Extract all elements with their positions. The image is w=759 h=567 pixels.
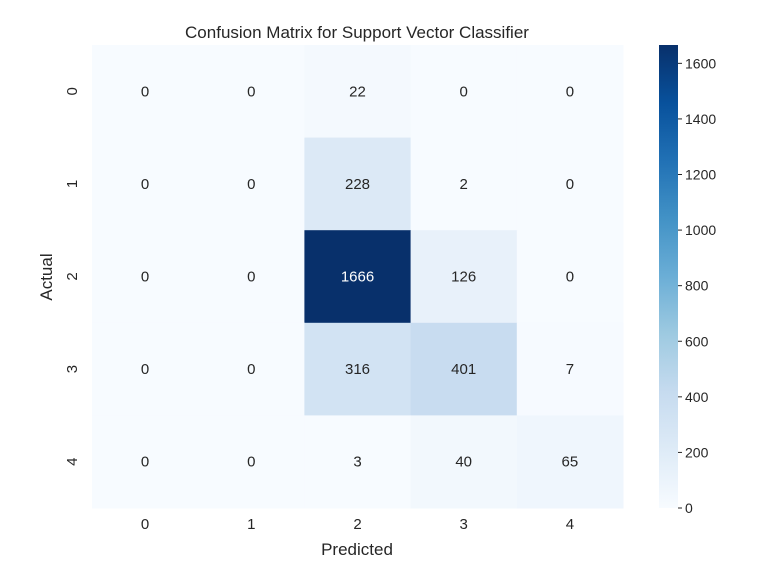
x-tick-label: 4 bbox=[566, 516, 574, 533]
y-tick-label: 2 bbox=[64, 272, 81, 280]
heatmap-cell-2-4 bbox=[516, 230, 624, 324]
colorbar bbox=[659, 45, 678, 508]
cell-value-4-0: 0 bbox=[141, 454, 149, 471]
cell-value-3-3: 401 bbox=[451, 361, 476, 378]
colorbar-tick-label: 1400 bbox=[685, 111, 716, 127]
heatmap-cell-0-4 bbox=[516, 45, 624, 139]
colorbar-ticks: 0 200 400 600 800 1000 1200 1400 1600 bbox=[678, 55, 716, 516]
y-tick-labels: 0 1 2 3 4 bbox=[64, 87, 81, 466]
heatmap-cell-2-3 bbox=[410, 230, 518, 324]
cell-value-0-4: 0 bbox=[566, 83, 574, 100]
heatmap-cell-4-1 bbox=[198, 415, 305, 509]
y-tick-label: 3 bbox=[64, 365, 81, 373]
cell-value-2-2: 1666 bbox=[341, 269, 374, 286]
heatmap-cell-4-4 bbox=[516, 415, 624, 509]
cell-value-1-2: 228 bbox=[345, 176, 370, 193]
y-axis-label: Actual bbox=[37, 253, 56, 300]
heatmap-cell-0-2 bbox=[304, 45, 412, 139]
heatmap-cell-3-2 bbox=[304, 322, 412, 416]
colorbar-tick-label: 0 bbox=[685, 500, 693, 516]
heatmap-cell-4-0 bbox=[92, 415, 199, 509]
colorbar-tick-label: 200 bbox=[685, 444, 709, 460]
heatmap-cell-2-0 bbox=[92, 230, 199, 324]
chart-title: Confusion Matrix for Support Vector Clas… bbox=[185, 23, 529, 42]
heatmap-cell-1-2 bbox=[304, 137, 412, 231]
heatmap-cell-1-1 bbox=[198, 137, 305, 231]
cell-value-3-1: 0 bbox=[247, 361, 255, 378]
cell-value-4-2: 3 bbox=[353, 454, 361, 471]
heatmap-cell-3-0 bbox=[92, 322, 199, 416]
colorbar-tick-label: 800 bbox=[685, 278, 709, 294]
cell-value-0-0: 0 bbox=[141, 83, 149, 100]
cell-value-2-3: 126 bbox=[451, 269, 476, 286]
heatmap-cell-3-4 bbox=[516, 322, 624, 416]
cell-value-4-3: 40 bbox=[455, 454, 472, 471]
cell-value-3-2: 316 bbox=[345, 361, 370, 378]
cell-value-1-0: 0 bbox=[141, 176, 149, 193]
colorbar-tick-label: 1000 bbox=[685, 222, 716, 238]
cell-value-3-4: 7 bbox=[566, 361, 574, 378]
cell-value-2-1: 0 bbox=[247, 269, 255, 286]
cell-value-1-3: 2 bbox=[460, 176, 468, 193]
y-tick-label: 0 bbox=[64, 87, 81, 95]
x-tick-label: 0 bbox=[141, 516, 149, 533]
x-tick-label: 1 bbox=[247, 516, 255, 533]
heatmap-cell-0-1 bbox=[198, 45, 305, 139]
heatmap-cell-1-0 bbox=[92, 137, 199, 231]
cell-value-4-4: 65 bbox=[562, 454, 579, 471]
heatmap-cell-2-2 bbox=[304, 230, 412, 324]
heatmap-cell-3-1 bbox=[198, 322, 305, 416]
cell-value-2-4: 0 bbox=[566, 269, 574, 286]
y-tick-label: 4 bbox=[64, 458, 81, 466]
cell-value-0-2: 22 bbox=[349, 83, 366, 100]
heatmap-cell-0-3 bbox=[410, 45, 518, 139]
x-tick-label: 3 bbox=[460, 516, 468, 533]
heatmap-cell-1-4 bbox=[516, 137, 624, 231]
cell-value-3-0: 0 bbox=[141, 361, 149, 378]
y-tick-label: 1 bbox=[64, 180, 81, 188]
x-tick-labels: 0 1 2 3 4 bbox=[141, 516, 574, 533]
colorbar-tick-label: 600 bbox=[685, 333, 709, 349]
heatmap-cell-4-2 bbox=[304, 415, 412, 509]
colorbar-tick-label: 1600 bbox=[685, 55, 716, 71]
heatmap-cell-4-3 bbox=[410, 415, 518, 509]
cell-value-0-3: 0 bbox=[460, 83, 468, 100]
heatmap-cell-2-1 bbox=[198, 230, 305, 324]
heatmap-cell-3-3 bbox=[410, 322, 518, 416]
heatmap-cell-0-0 bbox=[92, 45, 199, 139]
colorbar-tick-label: 400 bbox=[685, 389, 709, 405]
cell-value-0-1: 0 bbox=[247, 83, 255, 100]
x-axis-label: Predicted bbox=[321, 540, 393, 559]
cell-value-1-1: 0 bbox=[247, 176, 255, 193]
cell-value-1-4: 0 bbox=[566, 176, 574, 193]
colorbar-tick-label: 1200 bbox=[685, 167, 716, 183]
cell-value-2-0: 0 bbox=[141, 269, 149, 286]
heatmap-cells: 0 0 22 0 0 0 0 228 2 0 0 0 1666 126 0 0 0 316 401 7 0 0 3 40 65 bbox=[92, 45, 624, 509]
x-tick-label: 2 bbox=[353, 516, 361, 533]
heatmap-cell-1-3 bbox=[410, 137, 518, 231]
cell-value-4-1: 0 bbox=[247, 454, 255, 471]
